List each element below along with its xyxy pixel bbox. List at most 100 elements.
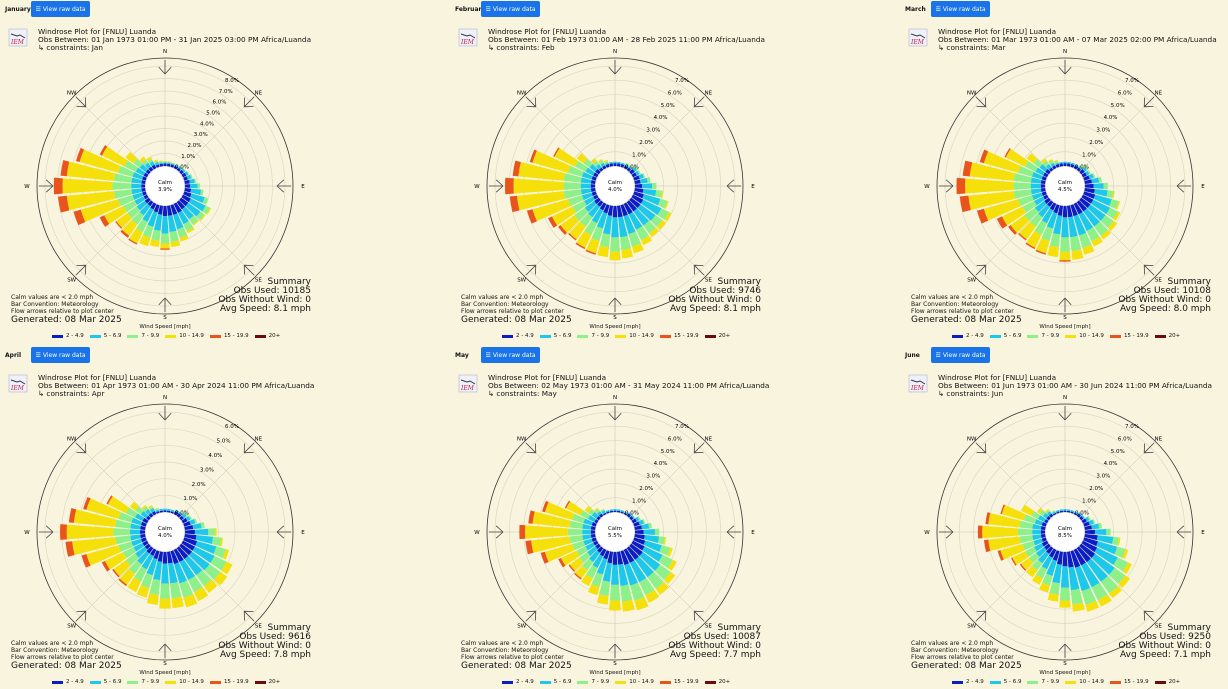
compass-label-nw: NW (967, 437, 977, 443)
view-raw-data-button[interactable]: ☰ View raw data (931, 1, 990, 17)
bar-280deg-bin2 (569, 520, 584, 529)
bar-180deg-bin3 (609, 600, 621, 611)
bar-300deg-bin2 (1025, 161, 1038, 172)
bar-290deg-bin0 (591, 176, 597, 181)
bar-10deg-bin0 (166, 510, 171, 513)
legend-item: 20+ (704, 679, 731, 685)
legend-label: 20+ (718, 679, 731, 685)
view-raw-data-button[interactable]: ☰ View raw data (481, 1, 540, 17)
bar-70deg-bin2 (193, 518, 198, 524)
bar-90deg-bin1 (1093, 183, 1104, 189)
bar-90deg-bin0 (184, 529, 195, 535)
bar-240deg-bin1 (133, 542, 145, 552)
bar-310deg-bin2 (133, 158, 143, 168)
legend: 2 - 4.9 5 - 6.9 7 - 9.9 10 - 14.9 15 - 19.9 2… (502, 333, 730, 339)
bar-250deg-bin0 (1041, 191, 1047, 196)
legend: 2 - 4.9 5 - 6.9 7 - 9.9 10 - 14.9 15 - 19.9 2… (952, 679, 1180, 685)
bar-240deg-bin3 (1012, 551, 1029, 566)
legend-swatch (127, 334, 139, 338)
grid-spoke (1064, 95, 1156, 187)
bar-100deg-bin2 (657, 536, 665, 545)
view-raw-data-button[interactable]: ☰ View raw data (31, 347, 90, 363)
bar-240deg-bin3 (104, 206, 127, 225)
view-raw-data-button[interactable]: ☰ View raw data (931, 347, 990, 363)
bar-280deg-bin1 (131, 177, 142, 184)
outer-circle (36, 57, 294, 315)
bar-240deg-bin4 (1010, 557, 1017, 566)
view-raw-data-button[interactable]: ☰ View raw data (31, 1, 90, 17)
bar-330deg-bin3 (146, 156, 152, 162)
bar-280deg-bin4 (985, 512, 991, 525)
bar-300deg-bin1 (1035, 167, 1045, 176)
bar-260deg-bin1 (131, 188, 142, 195)
bar-50deg-bin0 (179, 515, 184, 521)
compass-label-se: SE (1155, 277, 1162, 283)
bar-250deg-bin1 (132, 192, 144, 200)
summary-avg-speed: Avg Speed: 7.1 mph (1120, 650, 1211, 660)
bar-240deg-bin4 (99, 215, 110, 227)
legend-swatch (539, 680, 551, 684)
bar-170deg-bin0 (1066, 551, 1074, 568)
legend-item: 5 - 6.9 (539, 679, 571, 685)
bar-340deg-bin3 (153, 159, 158, 163)
bar-200deg-bin1 (596, 558, 608, 575)
bar-340deg-bin0 (1055, 163, 1060, 168)
bar-160deg-bin3 (632, 243, 644, 254)
bar-0deg-bin0 (1063, 163, 1067, 167)
flow-arrow-icon (158, 643, 172, 658)
bar-160deg-bin3 (179, 234, 189, 242)
bar-160deg-bin1 (623, 214, 636, 235)
view-raw-data-button[interactable]: ☰ View raw data (481, 347, 540, 363)
bar-290deg-bin3 (532, 150, 571, 173)
plot-header: Windrose Plot for [FNLU] Luanda Obs Betwe… (38, 374, 314, 398)
bar-90deg-bin1 (1094, 528, 1107, 536)
calm-value: 4.5% (1058, 187, 1072, 193)
bar-220deg-bin4 (568, 233, 577, 241)
bar-100deg-bin3 (660, 190, 664, 198)
legend-swatch (209, 334, 221, 338)
bar-240deg-bin2 (1022, 200, 1037, 213)
bar-130deg-bin2 (1108, 567, 1126, 584)
bar-310deg-bin0 (1046, 516, 1051, 521)
ring-label: 1.0% (632, 498, 646, 504)
bar-270deg-bin4 (519, 524, 526, 540)
grid-spoke (524, 185, 616, 277)
bar-260deg-bin2 (1013, 189, 1032, 199)
bar-180deg-bin4 (160, 248, 170, 250)
bar-130deg-bin3 (199, 214, 206, 221)
note-line: Calm values are < 2.0 mph (911, 294, 994, 301)
note-line: Flow arrows relative to plot center (11, 654, 114, 661)
bar-340deg-bin0 (606, 511, 610, 514)
bar-140deg-bin1 (1083, 208, 1100, 227)
bar-240deg-bin2 (572, 200, 587, 213)
bar-240deg-bin0 (1041, 540, 1049, 547)
bar-70deg-bin0 (183, 521, 191, 527)
bar-220deg-bin2 (582, 558, 594, 571)
legend-item: 10 - 14.9 (615, 333, 654, 339)
bar-180deg-bin0 (1062, 205, 1068, 218)
bar-40deg-bin1 (178, 511, 183, 516)
bar-330deg-bin2 (600, 508, 605, 512)
bar-220deg-bin3 (1026, 565, 1038, 578)
bar-140deg-bin3 (655, 582, 669, 595)
legend-swatch (1109, 680, 1121, 684)
bar-60deg-bin0 (631, 172, 637, 178)
bar-300deg-bin4 (99, 145, 108, 156)
bar-120deg-bin1 (1094, 547, 1118, 566)
bar-160deg-bin2 (179, 580, 194, 598)
list-icon: ☰ (935, 5, 941, 13)
bar-130deg-bin0 (1079, 543, 1096, 558)
flow-arrow-icon (243, 442, 255, 454)
bar-110deg-bin1 (643, 540, 662, 552)
bar-290deg-bin3 (983, 151, 1021, 173)
bar-220deg-bin0 (1046, 546, 1054, 555)
bar-140deg-bin0 (1076, 200, 1087, 212)
compass-label-s: S (613, 315, 617, 321)
summary-obs-without-wind: Obs Without Wind: 0 (218, 641, 311, 651)
bar-250deg-bin0 (1041, 537, 1047, 542)
bar-140deg-bin3 (192, 219, 200, 226)
bar-270deg-bin3 (965, 178, 1014, 194)
bar-250deg-bin1 (1033, 538, 1043, 546)
bar-150deg-bin3 (186, 227, 195, 234)
bar-300deg-bin2 (1031, 511, 1041, 519)
